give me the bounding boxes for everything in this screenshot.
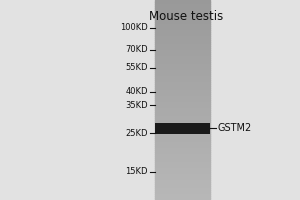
Text: 35KD: 35KD: [125, 100, 148, 110]
Bar: [155, 122, 210, 134]
Text: 55KD: 55KD: [125, 64, 148, 72]
Text: 70KD: 70KD: [125, 46, 148, 54]
Text: GSTM2: GSTM2: [218, 123, 252, 133]
Text: 15KD: 15KD: [125, 168, 148, 176]
Text: 40KD: 40KD: [125, 88, 148, 97]
Text: 25KD: 25KD: [125, 129, 148, 138]
Text: 100KD: 100KD: [120, 23, 148, 32]
Text: Mouse testis: Mouse testis: [149, 10, 223, 23]
